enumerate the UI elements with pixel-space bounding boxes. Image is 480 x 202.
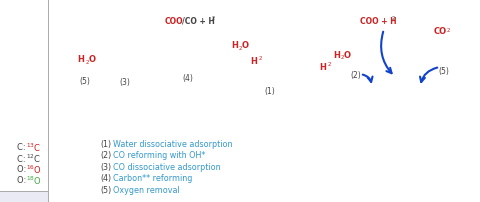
Text: O: O — [241, 41, 249, 50]
Text: (2): (2) — [350, 71, 361, 80]
Text: (3): (3) — [100, 162, 111, 171]
Text: C:: C: — [17, 154, 28, 163]
Text: 2: 2 — [85, 60, 89, 65]
Text: /CO + H: /CO + H — [182, 16, 215, 25]
Text: $^{13}$C: $^{13}$C — [26, 141, 41, 154]
Text: H: H — [257, 94, 263, 103]
Text: 2: 2 — [238, 46, 242, 51]
Text: Water dissociative adsorption: Water dissociative adsorption — [113, 139, 232, 148]
Text: O: O — [88, 55, 96, 64]
Ellipse shape — [366, 96, 398, 127]
Text: H: H — [357, 93, 363, 102]
FancyBboxPatch shape — [0, 0, 480, 191]
Text: (1): (1) — [100, 139, 111, 148]
Text: (4): (4) — [100, 174, 111, 183]
Text: Carbon** reforming: Carbon** reforming — [113, 174, 192, 183]
Text: O: O — [301, 95, 307, 104]
Text: O: O — [412, 95, 418, 104]
Text: (2): (2) — [100, 151, 111, 160]
Text: (5): (5) — [439, 67, 449, 76]
Text: 2: 2 — [392, 16, 395, 21]
Text: 2: 2 — [447, 27, 451, 32]
Text: COO: COO — [165, 16, 184, 25]
Text: CO dissociative adsorption: CO dissociative adsorption — [113, 162, 221, 171]
Text: O: O — [392, 80, 398, 89]
Text: CO: CO — [434, 27, 447, 36]
Text: CO reforming with OH*: CO reforming with OH* — [113, 151, 205, 160]
FancyBboxPatch shape — [0, 0, 480, 155]
Text: $^{16}$O: $^{16}$O — [26, 163, 42, 175]
Text: H: H — [334, 50, 340, 59]
Text: H: H — [104, 95, 110, 104]
FancyBboxPatch shape — [92, 0, 480, 164]
Text: O: O — [120, 82, 126, 91]
Ellipse shape — [132, 96, 164, 127]
Text: COO + H: COO + H — [360, 16, 396, 25]
Text: H: H — [78, 55, 84, 64]
Text: 2: 2 — [258, 56, 262, 61]
Text: H: H — [320, 63, 326, 72]
Bar — [28, 112, 452, 149]
Text: Oxygen removal: Oxygen removal — [113, 185, 180, 194]
Text: (5): (5) — [100, 185, 111, 194]
Text: α-Mo: α-Mo — [191, 124, 220, 137]
Text: O: O — [116, 96, 122, 105]
Text: H: H — [251, 57, 257, 66]
Text: (4): (4) — [182, 74, 193, 83]
Text: H: H — [231, 41, 239, 50]
Text: O: O — [312, 95, 318, 104]
Text: O:: O: — [17, 176, 29, 185]
Text: O: O — [344, 50, 350, 59]
Text: Pt: Pt — [143, 107, 154, 116]
Text: C: C — [392, 92, 398, 101]
Text: (1): (1) — [264, 87, 276, 96]
Text: O: O — [245, 95, 251, 104]
FancyBboxPatch shape — [0, 0, 341, 169]
Text: 2: 2 — [340, 55, 344, 60]
Text: (5): (5) — [80, 77, 90, 86]
Text: (3): (3) — [120, 78, 131, 87]
Text: $^{12}$C: $^{12}$C — [26, 152, 41, 164]
Text: O: O — [231, 95, 237, 104]
Text: H: H — [219, 94, 225, 103]
FancyBboxPatch shape — [0, 0, 480, 191]
Text: C:: C: — [17, 143, 28, 152]
Text: Pt/α-MoC: Pt/α-MoC — [3, 8, 44, 17]
Text: O: O — [184, 95, 190, 104]
Text: H: H — [154, 91, 160, 100]
Text: 2: 2 — [327, 62, 331, 67]
Text: Pt: Pt — [376, 107, 387, 116]
FancyBboxPatch shape — [48, 0, 480, 202]
Text: 2: 2 — [212, 16, 215, 21]
Text: C: C — [130, 94, 136, 103]
Text: C: C — [162, 95, 168, 104]
Text: O:: O: — [17, 165, 29, 174]
Text: O: O — [173, 95, 179, 104]
Text: $^{18}$O: $^{18}$O — [26, 174, 42, 186]
Text: O: O — [138, 83, 144, 92]
Text: C: C — [220, 124, 229, 137]
